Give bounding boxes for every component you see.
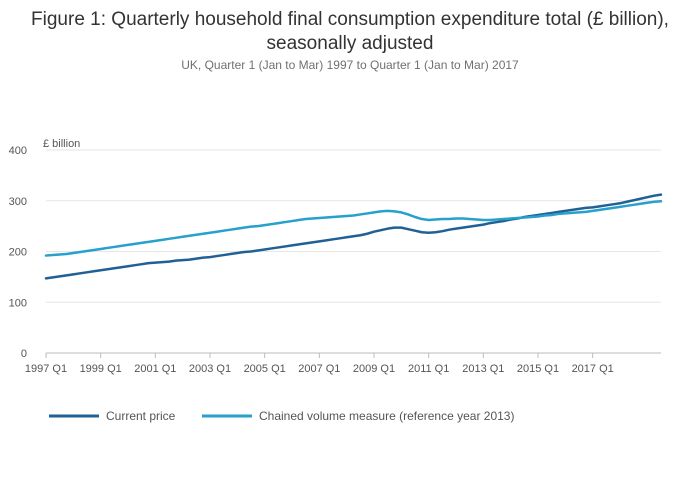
x-tick-label: 2013 Q1 <box>462 363 504 375</box>
x-tick-label: 2009 Q1 <box>353 363 395 375</box>
y-tick-label: 200 <box>9 247 27 259</box>
y-tick-label: 400 <box>9 145 27 157</box>
x-tick-label: 2005 Q1 <box>244 363 286 375</box>
chart-subtitle: UK, Quarter 1 (Jan to Mar) 1997 to Quart… <box>181 58 519 72</box>
y-axis-label: £ billion <box>43 138 80 150</box>
y-tick-label: 0 <box>21 348 27 360</box>
x-tick-label: 2015 Q1 <box>517 363 559 375</box>
series-line-chained-volume <box>44 200 663 257</box>
axes: £ billion 0 100 200 300 400 1997 Q1 1999 Q1 200… <box>9 138 614 375</box>
gridlines <box>46 149 661 354</box>
series-lines <box>44 193 663 280</box>
x-tick-label: 2001 Q1 <box>134 363 176 375</box>
series-line-current-price <box>44 193 663 280</box>
x-tick-label: 2011 Q1 <box>408 363 449 375</box>
x-tick-label: 1997 Q1 <box>25 363 67 375</box>
legend-label: Chained volume measure (reference year 2… <box>259 409 514 423</box>
x-tick-label: 2017 Q1 <box>572 363 614 375</box>
legend: Current price Chained volume measure (ref… <box>49 409 514 423</box>
y-tick-label: 300 <box>9 196 27 208</box>
x-tick-label: 2007 Q1 <box>298 363 340 375</box>
legend-label: Current price <box>106 409 176 423</box>
chart-title: Figure 1: Quarterly household final cons… <box>31 9 669 54</box>
y-tick-label: 100 <box>9 297 27 309</box>
x-tick-label: 1999 Q1 <box>80 363 122 375</box>
x-tick-label: 2003 Q1 <box>189 363 231 375</box>
